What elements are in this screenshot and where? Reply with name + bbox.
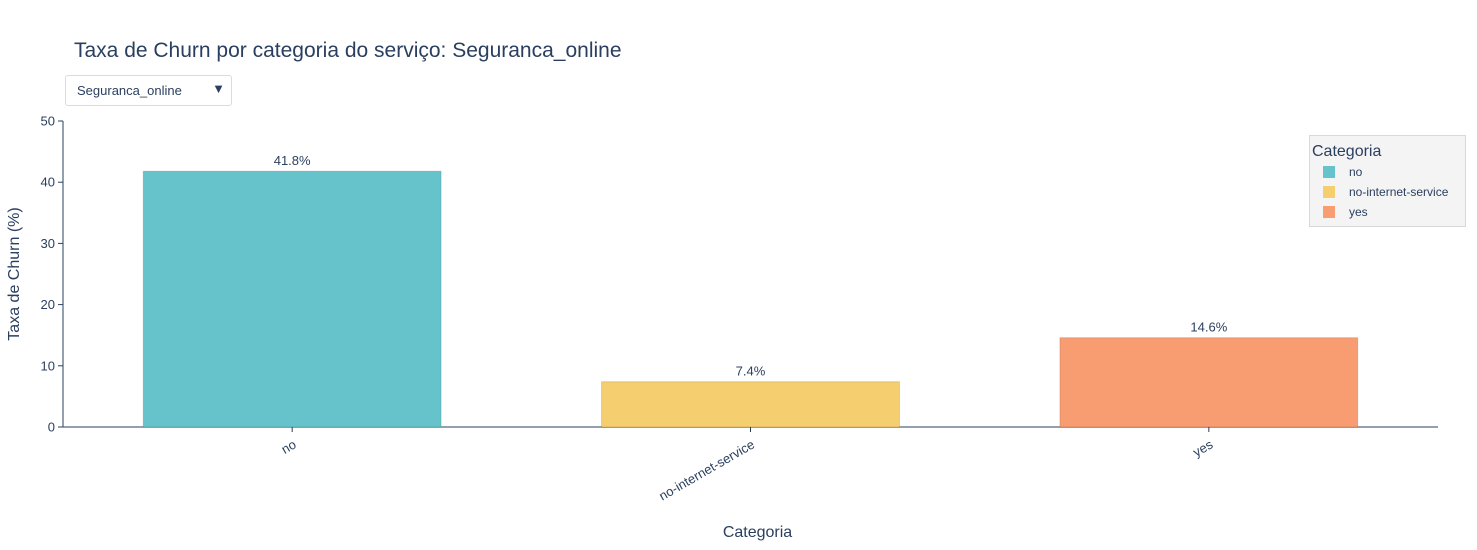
y-axis-title: Taxa de Churn (%) — [6, 207, 23, 340]
y-tick-label: 30 — [41, 236, 55, 251]
legend-label-no-internet-service: no-internet-service — [1349, 185, 1449, 199]
legend-label-yes: yes — [1349, 205, 1368, 219]
dropdown-selected-label: Seguranca_online — [77, 83, 182, 98]
bar-yes — [1059, 337, 1359, 428]
y-tick-label: 50 — [41, 114, 55, 129]
y-tick-label: 40 — [41, 175, 55, 190]
data-label-yes: 14.6% — [1190, 320, 1227, 335]
legend-swatch-no-internet-service — [1323, 186, 1335, 198]
legend-swatch-no — [1323, 166, 1335, 178]
x-tick-label-no-internet-service: no-internet-service — [656, 437, 757, 504]
y-tick-label: 20 — [41, 297, 55, 312]
legend: Categoria no no-internet-service yes — [1309, 135, 1466, 227]
chart-title: Taxa de Churn por categoria do serviço: … — [74, 39, 622, 62]
y-tick-label: 0 — [48, 420, 55, 435]
bar-no-internet-service — [601, 381, 900, 428]
dropdown-arrow-icon: ▼ — [212, 81, 225, 96]
y-tick-label: 10 — [41, 358, 55, 373]
legend-label-no: no — [1349, 165, 1363, 179]
x-tick-label-no: no — [279, 437, 299, 457]
bar-no — [142, 170, 442, 428]
legend-title: Categoria — [1312, 143, 1382, 160]
data-label-no-internet-service: 7.4% — [736, 364, 766, 379]
data-label-no: 41.8% — [274, 153, 311, 168]
x-axis-title: Categoria — [723, 524, 792, 541]
legend-swatch-yes — [1323, 206, 1335, 218]
x-tick-label-yes: yes — [1190, 436, 1215, 459]
category-dropdown[interactable]: Seguranca_online ▼ — [65, 75, 232, 106]
